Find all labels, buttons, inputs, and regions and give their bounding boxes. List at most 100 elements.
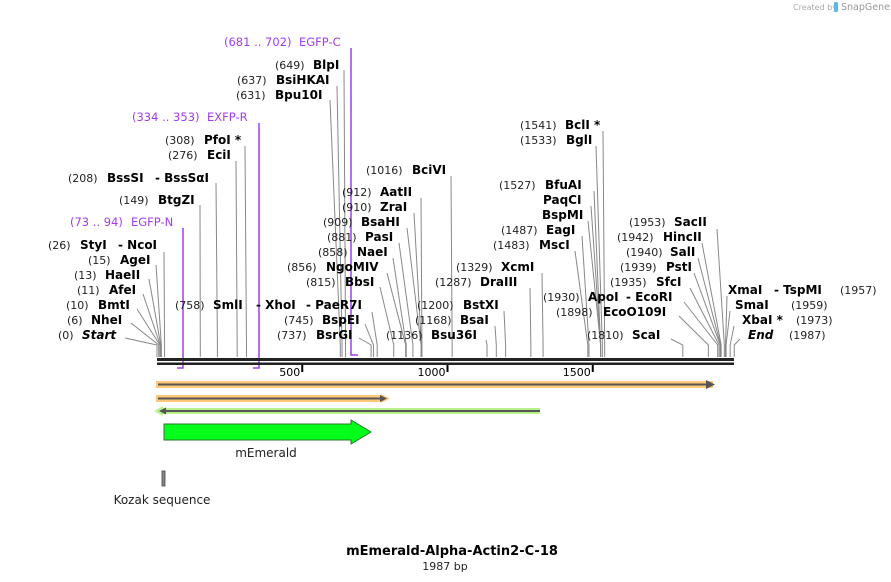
enzyme-name[interactable]: BsaI — [460, 313, 489, 327]
enzyme-name[interactable]: BlpI — [313, 58, 339, 72]
enzyme-name-alt[interactable]: - XhoI — [256, 298, 296, 312]
enzyme-site[interactable]: (1935) SfcI — [610, 275, 681, 289]
enzyme-name[interactable]: PstI — [666, 260, 692, 274]
enzyme-site[interactable]: PaqCI — [543, 193, 581, 207]
enzyme-site[interactable]: (15) AgeI — [88, 253, 150, 267]
enzyme-name[interactable]: BglI — [566, 133, 592, 147]
enzyme-site[interactable]: (1287) DraIII — [435, 275, 517, 289]
enzyme-name-alt[interactable]: - PaeR7I — [306, 298, 362, 312]
enzyme-name[interactable]: NgoMIV — [326, 260, 379, 274]
enzyme-name-alt[interactable]: - NcoI — [118, 238, 157, 252]
enzyme-name[interactable]: BstXI — [463, 298, 499, 312]
enzyme-site[interactable]: (1136) Bsu36I — [386, 328, 477, 342]
enzyme-site[interactable]: (1953) SacII — [629, 215, 707, 229]
enzyme-site[interactable]: BspMI — [542, 208, 583, 222]
enzyme-site[interactable]: (1533) BglI — [520, 133, 592, 147]
enzyme-name[interactable]: NheI — [91, 313, 122, 327]
enzyme-name[interactable]: NaeI — [357, 245, 388, 259]
enzyme-site[interactable]: (858) NaeI — [318, 245, 388, 259]
enzyme-name[interactable]: BspMI — [542, 208, 583, 222]
enzyme-name[interactable]: BciVI — [412, 163, 446, 177]
enzyme-name[interactable]: BmtI — [98, 298, 130, 312]
enzyme-name[interactable]: Bpu10I — [275, 88, 322, 102]
enzyme-site[interactable]: (1168) BsaI — [415, 313, 489, 327]
enzyme-name[interactable]: BclI * — [565, 118, 601, 132]
enzyme-name[interactable]: EagI — [546, 223, 575, 237]
memerald-feature-arrow[interactable] — [163, 419, 372, 445]
enzyme-site[interactable]: (1483) MscI — [493, 238, 570, 252]
enzyme-site[interactable]: (1016) BciVI — [366, 163, 446, 177]
enzyme-site[interactable]: (26) StyI - NcoI — [48, 238, 157, 252]
enzyme-site[interactable]: (13) HaeII — [74, 268, 140, 282]
enzyme-site[interactable]: (758) SmlI - XhoI - PaeR7I — [175, 298, 362, 312]
enzyme-site[interactable]: (1957) XmaI - TspMI — [728, 283, 877, 297]
enzyme-name[interactable]: XbaI * — [742, 313, 784, 327]
primer-egfp-c[interactable]: (681 .. 702) EGFP-C — [224, 35, 358, 356]
enzyme-name[interactable]: BbsI — [345, 275, 374, 289]
enzyme-site[interactable]: (0) Start — [58, 328, 117, 342]
enzyme-name[interactable]: BsiHKAI — [276, 73, 330, 87]
primer-name[interactable]: EXFP-R — [207, 110, 248, 124]
enzyme-site[interactable]: (1527) BfuAI — [499, 178, 582, 192]
enzyme-name[interactable]: MscI — [539, 238, 570, 252]
enzyme-site[interactable]: (912) AatII — [342, 185, 412, 199]
enzyme-site[interactable]: (815) BbsI — [306, 275, 374, 289]
enzyme-site[interactable]: (1541) BclI * — [520, 118, 601, 132]
enzyme-site[interactable]: (856) NgoMIV — [287, 260, 379, 274]
enzyme-name[interactable]: EcoO109I — [603, 305, 666, 319]
enzyme-name[interactable]: PfoI * — [204, 133, 242, 147]
enzyme-name[interactable]: HincII — [663, 230, 702, 244]
primer-exfp-r[interactable]: (334 .. 353) EXFP-R — [132, 110, 260, 369]
enzyme-site[interactable]: (208) BssSI - BssSαI — [68, 171, 209, 185]
enzyme-site[interactable]: (1487) EagI — [501, 223, 575, 237]
enzyme-name[interactable]: ApoI — [588, 290, 619, 304]
enzyme-site[interactable]: (1930) ApoI - EcoRI — [543, 290, 672, 304]
enzyme-site[interactable]: (1810) ScaI — [587, 328, 660, 342]
enzyme-name[interactable]: BsaHI — [361, 215, 400, 229]
enzyme-site[interactable]: (910) ZraI — [342, 200, 407, 214]
enzyme-site[interactable]: (1940) SalI — [626, 245, 695, 259]
enzyme-name[interactable]: ScaI — [632, 328, 660, 342]
kozak-sequence-feature[interactable] — [161, 470, 166, 487]
enzyme-name[interactable]: BssSI — [107, 171, 144, 185]
enzyme-name[interactable]: EciI — [207, 148, 231, 162]
enzyme-name[interactable]: SmlI — [213, 298, 243, 312]
enzyme-name[interactable]: AfeI — [109, 283, 136, 297]
enzyme-site[interactable]: (10) BmtI — [66, 298, 130, 312]
enzyme-site[interactable]: (631) Bpu10I — [236, 88, 322, 102]
enzyme-site[interactable]: (1939) PstI — [620, 260, 692, 274]
primer-name[interactable]: EGFP-N — [131, 215, 173, 229]
primer-name[interactable]: EGFP-C — [299, 35, 341, 49]
enzyme-site[interactable]: (1898) EcoO109I — [556, 305, 666, 319]
enzyme-name[interactable]: BfuAI — [545, 178, 582, 192]
enzyme-name[interactable]: StyI — [80, 238, 107, 252]
enzyme-name[interactable]: DraIII — [480, 275, 517, 289]
enzyme-site[interactable]: (1942) HincII — [617, 230, 702, 244]
enzyme-name[interactable]: SfcI — [656, 275, 681, 289]
enzyme-site[interactable]: (1200) BstXI — [417, 298, 499, 312]
enzyme-name[interactable]: HaeII — [105, 268, 140, 282]
enzyme-site[interactable]: (276) EciI — [168, 148, 231, 162]
enzyme-name[interactable]: AatII — [380, 185, 412, 199]
enzyme-name[interactable]: SacII — [674, 215, 707, 229]
enzyme-name[interactable]: AgeI — [120, 253, 150, 267]
enzyme-name-alt[interactable]: - BssSαI — [155, 171, 209, 185]
enzyme-site[interactable]: (649) BlpI — [275, 58, 339, 72]
enzyme-name-alt[interactable]: - EcoRI — [626, 290, 672, 304]
enzyme-name[interactable]: SalI — [670, 245, 695, 259]
enzyme-site[interactable]: (1987) End — [748, 328, 826, 342]
enzyme-site[interactable]: (149) BtgZI — [119, 193, 195, 207]
enzyme-site[interactable]: (745) BspEI — [284, 313, 360, 327]
enzyme-name[interactable]: PasI — [365, 230, 393, 244]
enzyme-name[interactable]: XmaI — [728, 283, 762, 297]
enzyme-site[interactable]: (11) AfeI — [77, 283, 136, 297]
enzyme-site[interactable]: (909) BsaHI — [323, 215, 400, 229]
enzyme-name[interactable]: BsrGI — [316, 328, 353, 342]
enzyme-site[interactable]: (637) BsiHKAI — [237, 73, 330, 87]
enzyme-name[interactable]: BtgZI — [158, 193, 195, 207]
enzyme-site[interactable]: (1973) XbaI * — [742, 313, 833, 327]
enzyme-site[interactable]: (1329) XcmI — [456, 260, 534, 274]
enzyme-site[interactable]: (737) BsrGI — [277, 328, 353, 342]
enzyme-name[interactable]: SmaI — [735, 298, 769, 312]
enzyme-site[interactable]: (6) NheI — [67, 313, 122, 327]
